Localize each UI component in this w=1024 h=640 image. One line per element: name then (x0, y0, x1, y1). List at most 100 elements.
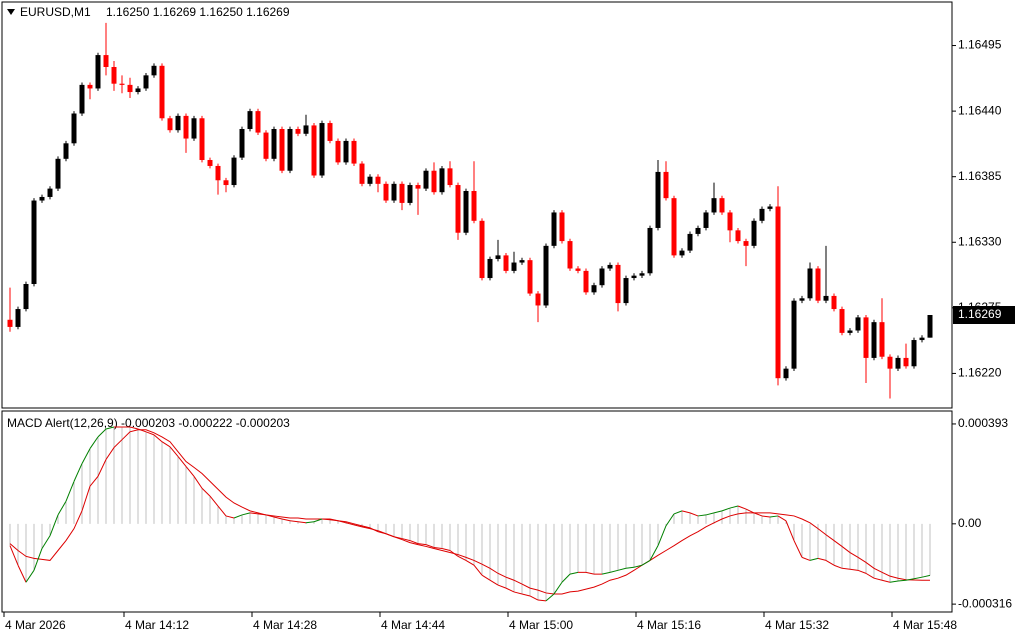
macd-line-segment (625, 566, 635, 569)
macd-line-segment (705, 512, 715, 516)
signal-line (9, 429, 930, 595)
candle-body (647, 227, 653, 274)
macd-line-segment (489, 579, 499, 586)
candle-body (623, 278, 629, 304)
x-tick-label: 4 Mar 14:28 (253, 618, 317, 632)
macd-line-segment (817, 557, 827, 561)
candle-body (423, 170, 429, 189)
x-tick-label: 4 Mar 15:32 (765, 618, 829, 632)
candle-body (703, 212, 709, 228)
candle-body (615, 264, 621, 304)
candle-body (535, 293, 541, 306)
macd-line-segment (233, 514, 243, 519)
candle-body (215, 165, 221, 181)
macd-line-segment (345, 522, 355, 526)
macd-line-segment (89, 436, 99, 449)
candle-body (231, 157, 237, 186)
macd-line-segment (769, 515, 779, 518)
candle-body (663, 171, 669, 199)
macd-line-segment (553, 581, 563, 595)
macd-line-segment (857, 569, 867, 574)
macd-line-segment (369, 528, 379, 532)
macd-line-segment (673, 510, 683, 515)
y-tick-label: 1.16385 (958, 169, 1002, 183)
candle-body (39, 196, 45, 201)
macd-line-segment (65, 481, 75, 502)
macd-line-segment (785, 520, 795, 541)
candle-body (775, 206, 781, 379)
macd-line-segment (465, 559, 475, 566)
candle-body (183, 115, 189, 139)
macd-line-segment (265, 514, 275, 518)
candle-body (399, 183, 405, 203)
candle-body (719, 198, 725, 213)
y-tick-label: 1.16220 (958, 366, 1002, 380)
candle-body (631, 275, 637, 279)
candle-body (415, 185, 421, 189)
macd-line-segment (25, 570, 35, 583)
macd-line-segment (417, 543, 427, 546)
candle-body (599, 268, 605, 286)
candle-body (287, 129, 293, 171)
macd-line-segment (561, 573, 571, 583)
price-pane (1, 1, 953, 409)
candle-body (823, 295, 829, 301)
candle-body (783, 368, 789, 379)
macd-line-segment (297, 521, 307, 524)
candle-body (791, 300, 797, 369)
last-price-label: 1.16269 (958, 307, 1002, 321)
candle-body (743, 241, 749, 246)
candle-body (767, 206, 773, 209)
candle-body (687, 233, 693, 251)
macd-line-segment (657, 525, 667, 546)
macd-pane (1, 410, 953, 613)
candle-body (79, 84, 85, 114)
candle-body (199, 118, 205, 160)
macd-line-segment (729, 505, 739, 509)
candle-body (607, 264, 613, 269)
candle-body (655, 171, 661, 228)
candle-body (543, 245, 549, 306)
macd-line-segment (881, 579, 891, 583)
macd-line-segment (161, 441, 171, 448)
candle-body (295, 129, 301, 134)
x-tick-label: 4 Mar 14:44 (381, 618, 445, 632)
candle-body (383, 183, 389, 201)
macd-line-segment (105, 426, 115, 430)
candle-body (143, 75, 149, 89)
candle-body (47, 188, 53, 197)
macd-line-segment (649, 545, 659, 561)
macd-line-segment (361, 526, 371, 530)
macd-line-segment (737, 505, 747, 510)
macd-line-segment (849, 568, 859, 571)
macd-line-segment (273, 516, 283, 520)
macd-line-segment (913, 576, 923, 580)
macd-line-segment (497, 584, 507, 589)
macd-line-segment (841, 567, 851, 570)
candle-body (431, 170, 437, 193)
macd-line-segment (897, 579, 907, 582)
macd-line-segment (305, 521, 315, 524)
candle-body (175, 115, 181, 131)
macd-line-segment (921, 574, 931, 578)
macd-line-segment (193, 476, 203, 489)
candle-body (471, 191, 477, 221)
macd-line-segment (713, 510, 723, 514)
macd-line-segment (201, 487, 211, 497)
macd-line-segment (393, 536, 403, 540)
macd-line-segment (129, 426, 139, 430)
macd-line-segment (441, 547, 451, 551)
candle-body (919, 337, 925, 341)
candle-body (335, 140, 341, 163)
candle-body (239, 129, 245, 158)
candle-body (7, 319, 13, 327)
candle-body (863, 317, 869, 358)
candle-body (223, 180, 229, 186)
candle-body (343, 140, 349, 163)
macd-line-segment (521, 593, 531, 597)
y-tick-label: 1.16330 (958, 234, 1002, 248)
symbol-menu-icon (7, 9, 15, 15)
candle-body (151, 65, 157, 76)
candle-body (895, 357, 901, 369)
macd-line-segment (153, 434, 163, 443)
